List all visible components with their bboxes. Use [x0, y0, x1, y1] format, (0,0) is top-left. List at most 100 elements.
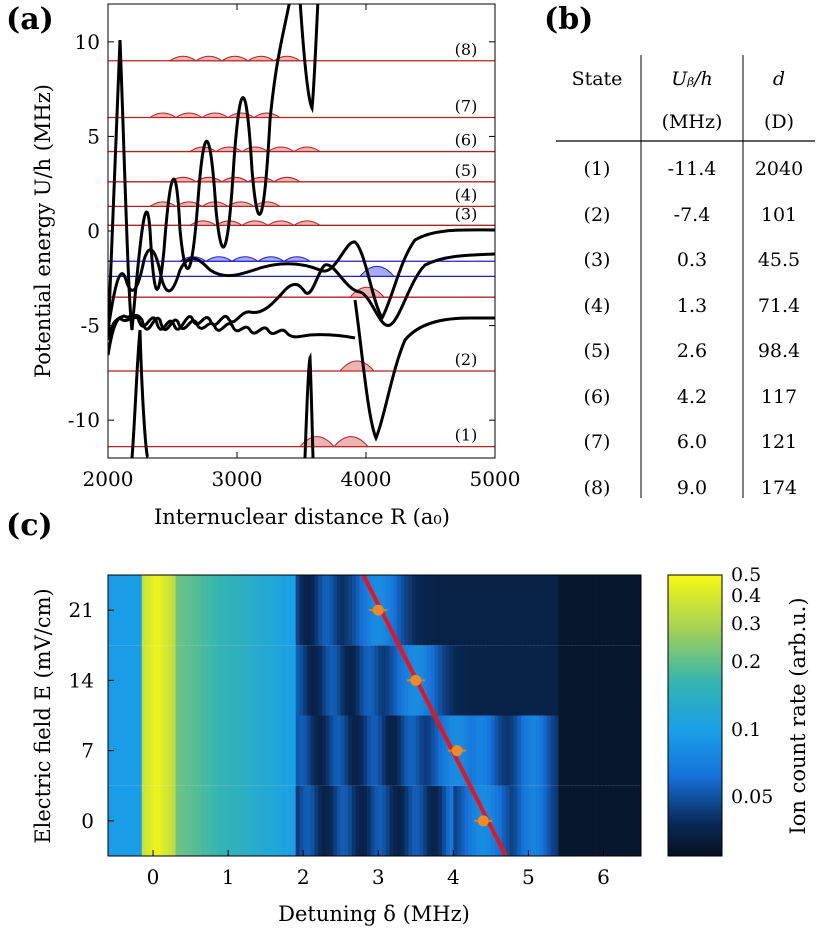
heatmap-cell	[119, 785, 124, 856]
heatmap-cell	[239, 715, 244, 786]
heatmap-cell	[201, 575, 207, 646]
heatmap-cell	[580, 785, 586, 856]
heatmap-cell	[513, 575, 518, 646]
colorbar-label: Ion count rate (arb.u.)	[786, 597, 810, 834]
heatmap-cell	[186, 715, 192, 786]
heatmap-cell	[442, 785, 447, 856]
heatmap-cell	[273, 785, 278, 856]
heatmap-cell	[385, 785, 391, 856]
heatmap-cell	[468, 575, 473, 646]
heatmap-cell	[123, 575, 128, 646]
heatmap-cell	[235, 645, 240, 716]
heatmap-cell	[475, 645, 481, 716]
heatmap-cell	[532, 645, 537, 716]
heatmap-cell	[509, 645, 514, 716]
table-cell-state: (2)	[583, 203, 611, 226]
table-cell-state: (1)	[583, 158, 611, 180]
heatmap-cell	[629, 645, 635, 716]
heatmap-cell	[472, 645, 477, 716]
heatmap-cell	[153, 785, 158, 856]
heatmap-cell	[149, 785, 154, 856]
potential-curve-lower	[108, 252, 495, 356]
heatmap-cell	[186, 785, 192, 856]
heatmap-cell	[382, 785, 387, 856]
heatmap-cell	[592, 785, 597, 856]
heatmap-cell	[633, 785, 638, 856]
heatmap-cell	[164, 785, 169, 856]
heatmap-cell	[524, 645, 529, 716]
heatmap-cell	[430, 785, 436, 856]
heatmap-cell	[517, 645, 522, 716]
heatmap-cell	[351, 575, 357, 646]
heatmap-cell	[141, 715, 147, 786]
heatmap-cell	[130, 645, 135, 716]
heatmap-cell	[265, 645, 271, 716]
heatmap-cell	[532, 715, 537, 786]
heatmap-cell	[303, 785, 308, 856]
heatmap-cell	[400, 785, 406, 856]
heatmap-cell	[535, 785, 541, 856]
state-label: (1)	[455, 426, 478, 445]
heatmap-cell	[168, 575, 173, 646]
heatmap-cell	[468, 785, 473, 856]
heatmap-cell	[336, 715, 342, 786]
heatmap-cell	[498, 785, 503, 856]
y-tick-label: 0	[81, 809, 94, 833]
heatmap-cell	[198, 715, 203, 786]
heatmap-cell	[505, 785, 511, 856]
heatmap-cell	[423, 575, 428, 646]
heatmap-cell	[457, 645, 462, 716]
heatmap-cell	[231, 785, 237, 856]
heatmap-cell	[625, 575, 631, 646]
heatmap-cell	[235, 785, 240, 856]
heatmap-cell	[126, 785, 132, 856]
heatmap-cell	[588, 645, 593, 716]
heatmap-cell	[220, 575, 225, 646]
heatmap-cell	[321, 785, 327, 856]
heatmap-cell	[201, 715, 207, 786]
heatmap-cell	[603, 645, 608, 716]
heatmap-cell	[475, 715, 481, 786]
heatmap-cell	[393, 785, 398, 856]
heatmap-cell	[641, 786, 645, 856]
heatmap-cell	[558, 785, 563, 856]
heatmap-cell	[637, 715, 641, 786]
colorbar-tick-label: 0.1	[731, 719, 761, 741]
heatmap-cell	[231, 715, 237, 786]
heatmap-cell	[348, 785, 353, 856]
heatmap-cell	[351, 715, 357, 786]
heatmap-cell	[269, 645, 274, 716]
heatmap-cell	[487, 575, 492, 646]
heatmap-cell	[333, 645, 338, 716]
heatmap-cell	[314, 645, 319, 716]
panel-label-a: (a)	[6, 2, 54, 37]
resonance-point	[451, 745, 463, 757]
heatmap-cell	[231, 575, 237, 646]
heatmap-cell	[584, 575, 590, 646]
heatmap-cell	[637, 785, 641, 856]
heatmap-cell	[145, 645, 150, 716]
heatmap-cell	[276, 575, 282, 646]
heatmap-cell	[201, 785, 207, 856]
heatmap-cell	[314, 575, 319, 646]
heatmap-cell	[603, 715, 608, 786]
heatmap-cell	[592, 645, 597, 716]
heatmap-cell	[629, 575, 635, 646]
heatmap-cell	[483, 575, 488, 646]
heatmap-cell	[291, 575, 297, 646]
heatmap-cell	[610, 785, 616, 856]
heatmap-cell	[359, 575, 364, 646]
heatmap-cell	[498, 575, 503, 646]
heatmap-cell	[502, 645, 507, 716]
heatmap-cell	[213, 785, 218, 856]
heatmap-cell	[558, 575, 563, 646]
dipole-moment-table: State Uᵦ/h d (MHz) (D) (1) -11.4 2040 (2) -7…	[553, 55, 815, 505]
heatmap-cell	[149, 575, 154, 646]
heatmap-cell	[464, 575, 469, 646]
heatmap-cell	[126, 645, 132, 716]
heatmap-cell	[595, 645, 601, 716]
heatmap-cell	[276, 715, 282, 786]
heatmap-cell	[310, 575, 316, 646]
heatmap-cell	[179, 715, 184, 786]
